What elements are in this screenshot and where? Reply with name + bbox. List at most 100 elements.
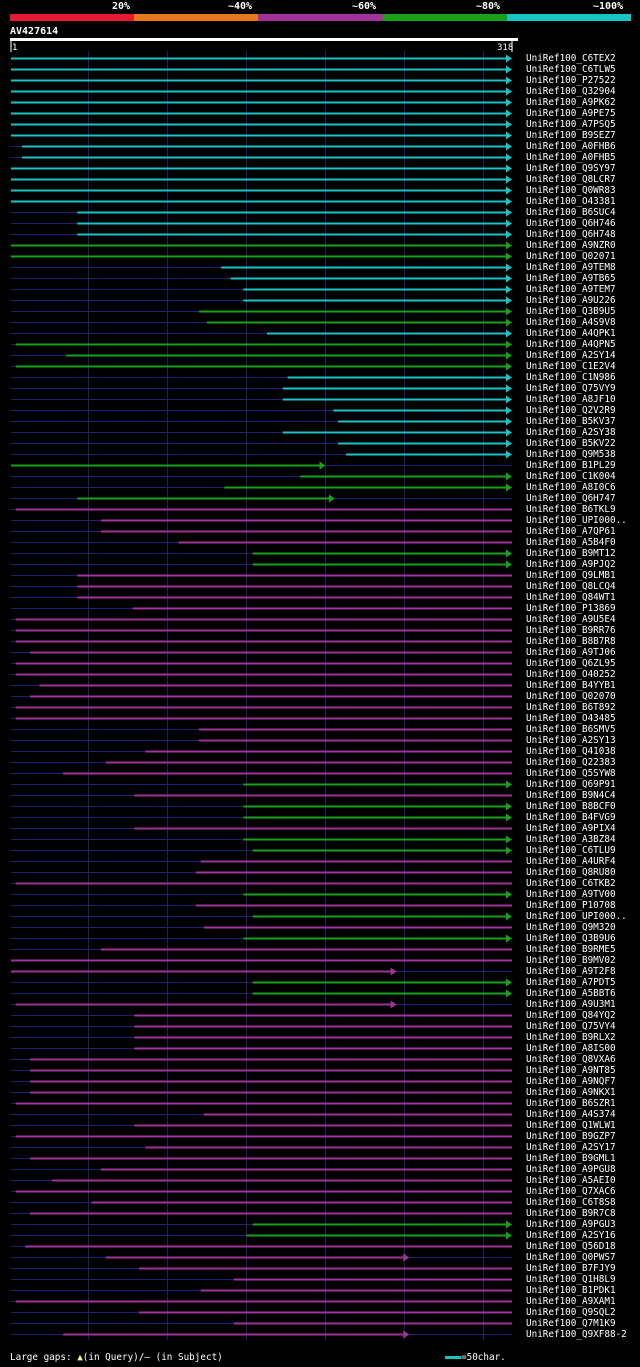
hit-label[interactable]: UniRef100_B4FVG9: [526, 812, 616, 823]
hit-row[interactable]: [11, 889, 523, 900]
hit-row[interactable]: [11, 669, 523, 680]
hit-label[interactable]: UniRef100_A9PGU8: [526, 1164, 616, 1175]
hit-label[interactable]: UniRef100_B6T892: [526, 702, 616, 713]
hit-row[interactable]: [11, 1186, 523, 1197]
hit-label[interactable]: UniRef100_A2SY17: [526, 1142, 616, 1153]
hit-row[interactable]: [11, 306, 523, 317]
hit-label[interactable]: UniRef100_Q9M538: [526, 449, 616, 460]
hit-label[interactable]: UniRef100_C6TLU9: [526, 845, 616, 856]
hit-row[interactable]: [11, 1175, 523, 1186]
hit-row[interactable]: [11, 185, 523, 196]
hit-label[interactable]: UniRef100_A8IS00: [526, 1043, 616, 1054]
hit-label[interactable]: UniRef100_B8BCF0: [526, 801, 616, 812]
hit-row[interactable]: [11, 647, 523, 658]
hit-row[interactable]: [11, 438, 523, 449]
hit-row[interactable]: [11, 559, 523, 570]
hit-label[interactable]: UniRef100_C6TKB2: [526, 878, 616, 889]
hit-row[interactable]: [11, 526, 523, 537]
hit-row[interactable]: [11, 856, 523, 867]
hit-row[interactable]: [11, 1054, 523, 1065]
hit-label[interactable]: UniRef100_B4YYB1: [526, 680, 616, 691]
hit-label[interactable]: UniRef100_O43381: [526, 196, 616, 207]
hit-row[interactable]: [11, 75, 523, 86]
hit-label[interactable]: UniRef100_A9NT85: [526, 1065, 616, 1076]
hit-row[interactable]: [11, 449, 523, 460]
hit-row[interactable]: [11, 592, 523, 603]
hit-label[interactable]: UniRef100_A9TEM8: [526, 262, 616, 273]
hit-row[interactable]: [11, 1230, 523, 1241]
hit-row[interactable]: [11, 812, 523, 823]
hit-row[interactable]: [11, 262, 523, 273]
hit-label[interactable]: UniRef100_B1PDK1: [526, 1285, 616, 1296]
hit-row[interactable]: [11, 911, 523, 922]
hit-row[interactable]: [11, 240, 523, 251]
hit-label[interactable]: UniRef100_A9U5E4: [526, 614, 616, 625]
hit-row[interactable]: [11, 878, 523, 889]
hit-label[interactable]: UniRef100_A7PDT5: [526, 977, 616, 988]
hit-row[interactable]: [11, 1241, 523, 1252]
hit-label[interactable]: UniRef100_Q8LCQ4: [526, 581, 616, 592]
hit-row[interactable]: [11, 1285, 523, 1296]
hit-row[interactable]: [11, 493, 523, 504]
hit-label[interactable]: UniRef100_B6TKL9: [526, 504, 616, 515]
hit-label[interactable]: UniRef100_Q22383: [526, 757, 616, 768]
hit-label[interactable]: UniRef100_A5AEI0: [526, 1175, 616, 1186]
hit-label[interactable]: UniRef100_Q9M320: [526, 922, 616, 933]
hit-row[interactable]: [11, 625, 523, 636]
hit-row[interactable]: [11, 1153, 523, 1164]
hit-row[interactable]: [11, 1109, 523, 1120]
hit-row[interactable]: [11, 845, 523, 856]
hit-row[interactable]: [11, 570, 523, 581]
hit-label[interactable]: UniRef100_A9PGU3: [526, 1219, 616, 1230]
hit-row[interactable]: [11, 1208, 523, 1219]
hit-label[interactable]: UniRef100_A9PJQ2: [526, 559, 616, 570]
hit-label[interactable]: UniRef100_B8B7R8: [526, 636, 616, 647]
hit-row[interactable]: [11, 1065, 523, 1076]
hit-row[interactable]: [11, 1307, 523, 1318]
hit-label[interactable]: UniRef100_A0FHB6: [526, 141, 616, 152]
hit-row[interactable]: [11, 86, 523, 97]
hit-row[interactable]: [11, 350, 523, 361]
hit-label[interactable]: UniRef100_P13869: [526, 603, 616, 614]
hit-row[interactable]: [11, 1043, 523, 1054]
hit-label[interactable]: UniRef100_C6T8S8: [526, 1197, 616, 1208]
hit-row[interactable]: [11, 757, 523, 768]
hit-row[interactable]: [11, 53, 523, 64]
hit-label[interactable]: UniRef100_UPI000..: [526, 515, 627, 526]
hit-label[interactable]: UniRef100_A9NKX1: [526, 1087, 616, 1098]
hit-row[interactable]: [11, 1098, 523, 1109]
hit-label[interactable]: UniRef100_A3BZ84: [526, 834, 616, 845]
hit-label[interactable]: UniRef100_C6TLW5: [526, 64, 616, 75]
hit-label[interactable]: UniRef100_Q84YQ2: [526, 1010, 616, 1021]
hit-label[interactable]: UniRef100_Q02071: [526, 251, 616, 262]
hit-label[interactable]: UniRef100_O40252: [526, 669, 616, 680]
hit-label[interactable]: UniRef100_A9U226: [526, 295, 616, 306]
hit-label[interactable]: UniRef100_Q6ZL95: [526, 658, 616, 669]
hit-row[interactable]: [11, 130, 523, 141]
hit-label[interactable]: UniRef100_Q9XF88-2: [526, 1329, 627, 1340]
hit-row[interactable]: [11, 614, 523, 625]
hit-label[interactable]: UniRef100_Q3B9U6: [526, 933, 616, 944]
hit-label[interactable]: UniRef100_A9PE75: [526, 108, 616, 119]
hit-label[interactable]: UniRef100_Q41038: [526, 746, 616, 757]
hit-label[interactable]: UniRef100_A5BBT6: [526, 988, 616, 999]
hit-row[interactable]: [11, 1329, 523, 1340]
hit-row[interactable]: [11, 108, 523, 119]
hit-label[interactable]: UniRef100_P27522: [526, 75, 616, 86]
hit-row[interactable]: [11, 1120, 523, 1131]
hit-label[interactable]: UniRef100_B7FJY9: [526, 1263, 616, 1274]
hit-row[interactable]: [11, 64, 523, 75]
hit-label[interactable]: UniRef100_B9RME5: [526, 944, 616, 955]
hit-row[interactable]: [11, 1021, 523, 1032]
hit-row[interactable]: [11, 229, 523, 240]
hit-label[interactable]: UniRef100_A9PK62: [526, 97, 616, 108]
hit-label[interactable]: UniRef100_Q6H747: [526, 493, 616, 504]
hit-label[interactable]: UniRef100_P10708: [526, 900, 616, 911]
hit-label[interactable]: UniRef100_B9RLX2: [526, 1032, 616, 1043]
hit-row[interactable]: [11, 735, 523, 746]
hit-row[interactable]: [11, 1219, 523, 1230]
hit-row[interactable]: [11, 834, 523, 845]
hit-row[interactable]: [11, 944, 523, 955]
hit-label[interactable]: UniRef100_A5B4F0: [526, 537, 616, 548]
hit-row[interactable]: [11, 361, 523, 372]
